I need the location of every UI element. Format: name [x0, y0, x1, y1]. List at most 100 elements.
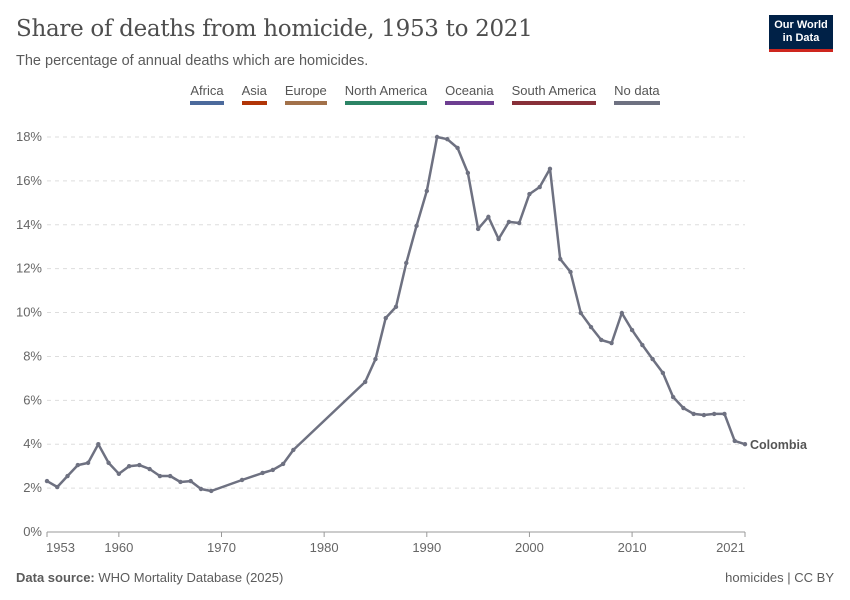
data-point [126, 463, 132, 469]
data-point [167, 473, 173, 479]
data-point [712, 411, 717, 417]
data-point [568, 269, 573, 275]
data-point [414, 223, 419, 229]
legend-label: Oceania [445, 83, 494, 98]
data-point [65, 473, 70, 479]
data-point [496, 236, 501, 242]
data-point [475, 226, 481, 232]
data-point [445, 136, 450, 142]
legend-swatch [284, 101, 327, 105]
data-point [527, 191, 532, 197]
data-point [55, 484, 60, 490]
x-tick-label: 1990 [412, 540, 441, 555]
legend-label: Asia [241, 83, 267, 98]
data-point [486, 214, 491, 220]
data-point [291, 447, 296, 453]
data-point [537, 184, 542, 190]
data-point [434, 134, 440, 140]
y-tick-label: 2% [23, 480, 42, 495]
data-point [137, 462, 142, 468]
legend-item-asia[interactable]: Asia [241, 83, 267, 105]
source-text[interactable]: WHO Mortality Database (2025) [98, 570, 284, 585]
legend-swatch [241, 101, 267, 105]
x-tick-label: 1970 [207, 540, 236, 555]
data-point [363, 379, 368, 385]
data-point [465, 170, 471, 176]
series-line [46, 135, 746, 493]
data-point [270, 467, 276, 473]
data-point [670, 394, 676, 400]
y-tick-label: 8% [23, 348, 42, 363]
data-point [516, 220, 522, 226]
legend-item-oceania[interactable]: Oceania [445, 83, 494, 105]
y-tick-label: 0% [23, 524, 42, 539]
legend-swatch [344, 101, 428, 105]
legend-item-europe[interactable]: Europe [284, 83, 327, 105]
y-tick-label: 6% [23, 392, 42, 407]
data-point [209, 488, 214, 494]
data-point [157, 473, 163, 479]
data-point [681, 405, 686, 411]
data-point [116, 471, 122, 477]
x-tick-label: 2010 [618, 540, 647, 555]
data-point [85, 460, 91, 466]
license[interactable]: homicides | CC BY [725, 570, 834, 585]
x-tick-label: 1960 [104, 540, 133, 555]
y-tick-label: 4% [23, 436, 42, 451]
data-point [455, 145, 460, 151]
data-point [96, 442, 101, 447]
data-point [660, 370, 666, 376]
legend-swatch [614, 101, 660, 105]
legend: Africa Asia Europe North America Oceania… [0, 83, 850, 105]
data-point [691, 411, 696, 417]
data-point [619, 310, 625, 316]
data-point [578, 310, 583, 316]
data-point [106, 460, 111, 466]
data-point [732, 438, 737, 444]
x-tick-label: 2021 [716, 540, 745, 555]
legend-label: No data [614, 83, 660, 98]
data-point [558, 256, 563, 262]
data-point [588, 324, 594, 330]
data-point [424, 188, 429, 194]
legend-label: Europe [284, 83, 327, 98]
series-label: Colombia [750, 438, 808, 452]
y-tick-label: 10% [16, 305, 42, 320]
x-tick-label: 1980 [310, 540, 339, 555]
data-point [44, 478, 50, 484]
data-point [547, 166, 553, 172]
y-tick-label: 12% [16, 261, 42, 276]
data-point [75, 462, 80, 468]
legend-label: South America [511, 83, 597, 98]
legend-label: Africa [190, 83, 224, 98]
data-point [373, 356, 378, 362]
chart-title: Share of deaths from homicide, 1953 to 2… [16, 16, 533, 42]
data-point [640, 342, 645, 348]
data-point [147, 466, 152, 472]
legend-item-africa[interactable]: Africa [190, 83, 224, 105]
data-point [280, 461, 286, 467]
data-point [383, 315, 388, 321]
data-point [393, 304, 399, 310]
source-label: Data source: [16, 570, 95, 585]
legend-swatch [445, 101, 494, 105]
legend-swatch [190, 101, 224, 105]
owid-logo[interactable]: Our World in Data [769, 15, 833, 52]
data-point [198, 486, 204, 492]
data-point [599, 337, 604, 343]
legend-item-no-data[interactable]: No data [614, 83, 660, 105]
data-point [742, 442, 748, 447]
data-point [239, 477, 245, 483]
data-point [722, 411, 727, 417]
x-tick-label: 1953 [46, 540, 75, 555]
data-point [404, 260, 409, 266]
data-point [260, 470, 265, 476]
legend-item-south-america[interactable]: South America [511, 83, 597, 105]
y-tick-label: 18% [16, 129, 42, 144]
y-tick-label: 16% [16, 173, 42, 188]
legend-swatch [511, 101, 597, 105]
legend-item-north-america[interactable]: North America [344, 83, 428, 105]
data-point [178, 479, 183, 485]
data-point [609, 340, 614, 346]
